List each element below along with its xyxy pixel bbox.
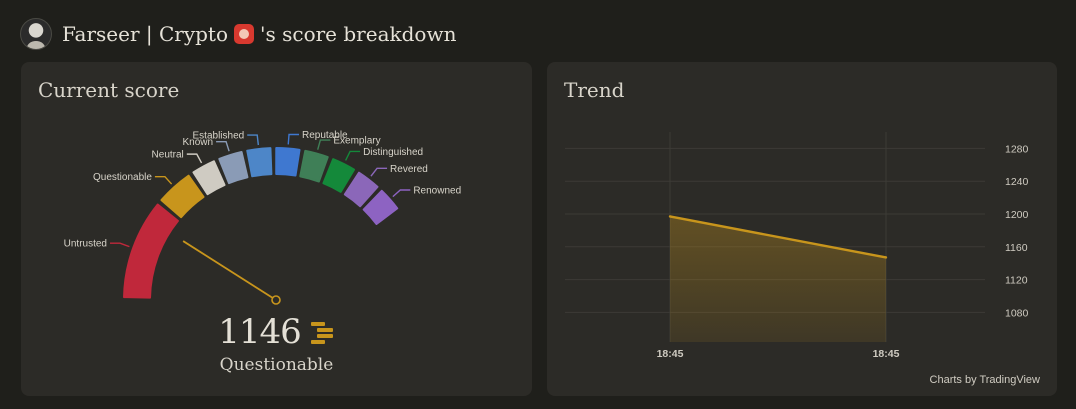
trend-title: Trend [564,78,625,102]
gauge-segment-renowned [362,189,399,225]
x-tick-label: 18:45 [657,348,684,360]
gauge-leader-line [154,175,173,185]
page-title: Farseer | Crypto 's score breakdown [62,22,456,46]
y-tick-label: 1120 [1005,275,1028,287]
gauge-segment-known [218,150,249,185]
y-tick-label: 1160 [1005,242,1028,254]
gauge-label: Questionable [93,172,152,183]
y-tick-label: 1080 [1005,307,1029,319]
gauge-label: Neutral [152,150,184,161]
gauge-segment-reputable [275,147,301,177]
score-value: 1146 [218,312,302,352]
gauge-needle-pivot [271,295,281,305]
page-header: Farseer | Crypto 's score breakdown [20,18,456,50]
gauge-segment-untrusted [123,203,179,299]
x-tick-label: 18:45 [873,348,900,360]
gauge-label: Known [183,137,214,148]
y-tick-label: 1200 [1005,209,1029,221]
score-row: 1146 [21,312,532,352]
gauge-label: Established [193,131,245,142]
gauge-label: Renowned [413,186,461,197]
gauge-label: Reputable [302,130,348,141]
gauge-label: Distinguished [363,147,423,158]
trend-card: Trend 1080 1120 1160 1200 1240 1280 18:45 18:45… [547,62,1057,396]
gauge-segment-neutral [192,160,226,196]
gauge-label: Untrusted [64,239,107,250]
y-tick-label: 1240 [1005,176,1029,188]
gauge-leader-line [287,133,300,145]
trend-point [668,215,672,218]
current-score-title: Current score [38,78,180,102]
gauge-label: Revered [390,164,428,175]
gauge-segment-exemplary [299,149,329,183]
title-suffix: 's score breakdown [260,22,457,46]
trend-area-fill [670,216,886,342]
gauge-leader-line [392,189,411,198]
gauge-leader-line [344,150,361,161]
gauge-leader-line [110,242,130,248]
gauge-segment-revered [343,171,379,208]
gauge-segment-established [246,147,273,178]
tradingview-credit[interactable]: Charts by TradingView [929,374,1040,386]
gauge-leader-line [370,167,388,177]
gauge-segment-distinguished [322,158,356,193]
gauge-leader-line [247,134,260,146]
avatar[interactable] [20,18,52,50]
score-tier-label: Questionable [219,355,334,375]
tier-bars-icon [310,322,333,344]
gauge-leader-line [317,139,331,150]
y-tick-label: 1280 [1005,143,1029,155]
gauge-label: Exemplary [333,136,380,147]
current-score-card: Current score Untrusted Questionable Neutr… [21,62,532,396]
gauge-segment-questionable [160,174,205,219]
trend-point [884,256,888,259]
gauge-leader-line [186,153,203,164]
gauge-needle [182,240,277,301]
gauge-leader-line [216,140,230,152]
trend-chart[interactable]: 1080 1120 1160 1200 1240 1280 18:45 18:45 [547,62,1057,396]
trend-line [669,215,887,259]
title-prefix: Farseer | Crypto [62,22,228,46]
red-cat-face-icon [234,24,254,44]
